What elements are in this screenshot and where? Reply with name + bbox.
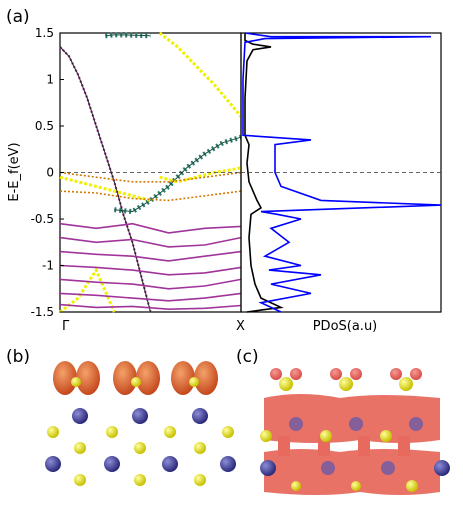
x-tick-gamma: Γ <box>62 319 70 334</box>
structure-panel-c <box>260 368 450 495</box>
y-tick-label-6: -1.5 <box>31 305 54 319</box>
band-series-10 <box>59 236 242 248</box>
isosurface-c <box>264 394 440 495</box>
atoms-b <box>45 408 236 486</box>
panel-label-c: (c) <box>236 347 259 367</box>
y-axis-title: E-E_f(eV) <box>7 142 22 201</box>
y-tick-label-1: 1 <box>46 73 54 87</box>
band-series-9 <box>59 222 242 234</box>
band-series-1-core <box>114 136 242 213</box>
band-structure-plot: 1.5 1 0.5 0 -0.5 -1 -1.5 E-E_f(eV) Γ X <box>7 26 245 334</box>
band-series-5 <box>159 166 242 184</box>
pdos-series-0 <box>244 33 284 313</box>
band-series-4 <box>59 175 151 202</box>
band-series-12 <box>59 264 242 276</box>
top-atoms-c <box>270 368 422 391</box>
y-tick-label-0: 1.5 <box>35 26 54 40</box>
y-tick-labels: 1.5 1 0.5 0 -0.5 -1 -1.5 <box>31 26 64 319</box>
band-series-2-core <box>105 34 151 37</box>
band-series-13 <box>59 278 242 290</box>
band-series-3 <box>158 31 243 118</box>
y-tick-label-4: -0.5 <box>31 212 54 226</box>
y-tick-label-2: 0.5 <box>35 119 54 133</box>
panel-label-b: (b) <box>6 347 30 367</box>
y-tick-label-3: 0 <box>46 166 54 180</box>
band-series-0-core <box>59 46 151 313</box>
panel-label-a: (a) <box>6 7 30 27</box>
x-tick-x: X <box>236 319 245 334</box>
structure-panel-b <box>45 361 236 486</box>
pdos-series-group <box>242 32 442 313</box>
orbital-lobes-b <box>53 361 218 395</box>
band-series-14 <box>59 292 242 302</box>
pdos-series-1 <box>242 32 442 313</box>
band-series-1 <box>114 134 242 215</box>
pdos-x-axis-title: PDoS(a.u) <box>313 319 378 334</box>
band-series-11 <box>59 250 242 262</box>
y-tick-label-5: -1 <box>42 259 54 273</box>
band-series-15 <box>59 303 242 311</box>
band-series-0 <box>59 46 152 313</box>
pdos-plot: PDoS(a.u) <box>240 32 442 334</box>
band-series-group <box>59 31 243 314</box>
atoms-c <box>260 417 450 492</box>
